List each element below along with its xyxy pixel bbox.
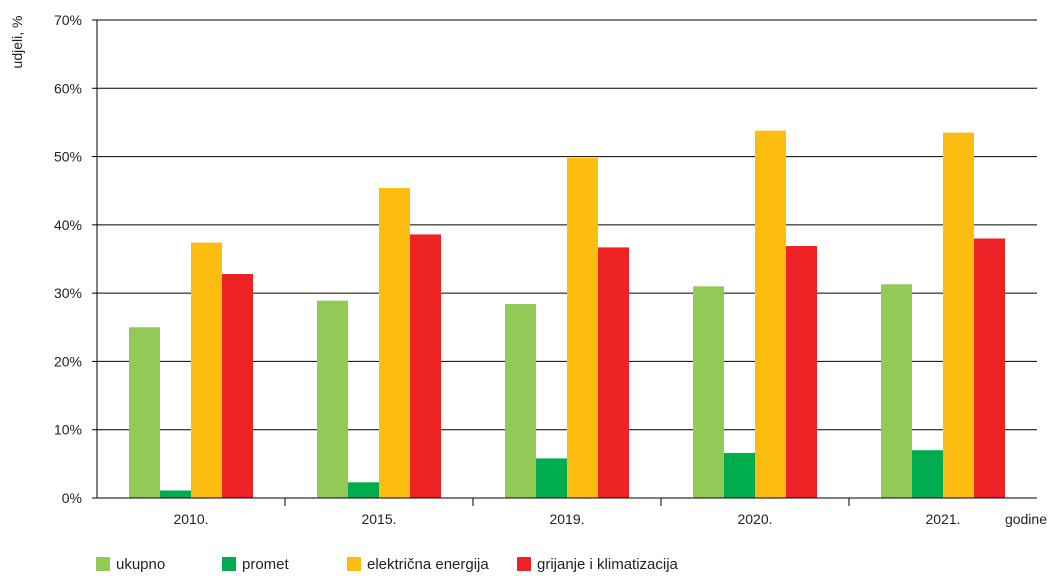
- bar-promet-2020: [724, 452, 755, 498]
- legend-swatch-ukupno: [96, 557, 110, 571]
- bar-grijanje-i-klimatizacija-2020: [786, 246, 817, 498]
- bar-elektricna-energija-2020: [755, 130, 786, 498]
- legend-item-elektricna-energija: električna energija: [347, 556, 517, 573]
- y-tick-label: 0%: [62, 490, 82, 506]
- bar-promet-2015: [348, 482, 379, 498]
- y-tick-label: 60%: [54, 80, 82, 96]
- legend-label-ukupno: ukupno: [116, 555, 166, 573]
- bar-grijanje-i-klimatizacija-2010: [222, 274, 253, 498]
- bar-grijanje-i-klimatizacija-2019: [598, 247, 629, 498]
- legend-swatch-elektricna-energija: [347, 557, 361, 571]
- legend-swatch-grijanje-i-klimatizacija: [517, 557, 531, 571]
- legend-label-elektricna-energija: električna energija: [367, 555, 489, 573]
- bar-grijanje-i-klimatizacija-2015: [410, 234, 441, 498]
- bar-elektricna-energija-2019: [567, 157, 598, 499]
- y-tick-label: 50%: [54, 149, 82, 165]
- bar-ukupno-2020: [693, 286, 724, 498]
- y-tick-label: 30%: [54, 285, 82, 301]
- bar-promet-2021: [912, 450, 943, 498]
- y-tick-label: 40%: [54, 217, 82, 233]
- y-axis-label: udjeli, %: [9, 16, 25, 69]
- x-tick-label: 2010.: [173, 511, 208, 527]
- bar-chart: 0%10%20%30%40%50%60%70% 2010. 2015. 2019. 2…: [9, 12, 1047, 527]
- bar-elektricna-energija-2010: [191, 242, 222, 498]
- legend-item-grijanje-i-klimatizacija: grijanje i klimatizacija: [517, 556, 737, 573]
- y-ticks: 0% 10% 20% 30% 40% 50% 60% 70%: [54, 12, 97, 506]
- y-tick-label: 20%: [54, 353, 82, 369]
- bar-ukupno-2015: [317, 300, 348, 498]
- x-tick-label: 2015.: [361, 511, 396, 527]
- bar-promet-2019: [536, 458, 567, 498]
- bars: [129, 130, 1005, 499]
- legend-label-grijanje-i-klimatizacija: grijanje i klimatizacija: [537, 555, 678, 573]
- legend-label-promet: promet: [242, 555, 289, 573]
- x-tick-label: 2019.: [549, 511, 584, 527]
- bar-ukupno-2010: [129, 327, 160, 498]
- y-tick-label: 70%: [54, 12, 82, 28]
- bar-ukupno-2021: [881, 284, 912, 498]
- x-tick-label: 2020.: [737, 511, 772, 527]
- bar-ukupno-2019: [505, 304, 536, 498]
- bar-elektricna-energija-2021: [943, 132, 974, 498]
- x-tick-label: 2021.: [925, 511, 960, 527]
- legend-item-promet: promet: [222, 556, 347, 573]
- x-axis-label: godine: [1005, 511, 1047, 527]
- bar-elektricna-energija-2015: [379, 187, 410, 499]
- legend-swatch-promet: [222, 557, 236, 571]
- x-ticks: 2010. 2015. 2019. 2020. 2021.: [173, 498, 961, 527]
- bar-promet-2010: [160, 490, 191, 498]
- legend: ukupno promet električna energija grijan…: [96, 554, 737, 574]
- bar-grijanje-i-klimatizacija-2021: [974, 238, 1005, 498]
- axes: [96, 20, 1037, 499]
- legend-item-ukupno: ukupno: [96, 556, 222, 573]
- y-tick-label: 10%: [54, 422, 82, 438]
